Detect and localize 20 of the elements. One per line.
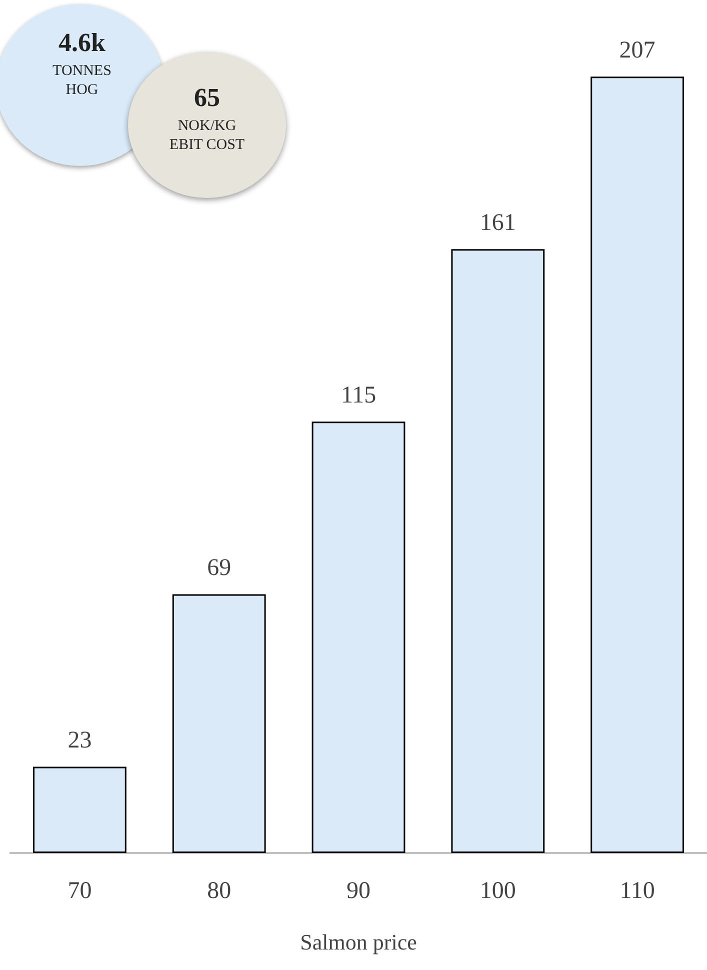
annotation: NOK/KG EBIT COST xyxy=(169,117,245,155)
data-label: 115 xyxy=(340,382,376,409)
data-label: 207 xyxy=(619,38,656,64)
x-tick-label: 100 xyxy=(480,878,516,904)
x-axis-title: Salmon price xyxy=(300,930,417,954)
x-tick-label: 70 xyxy=(68,878,92,904)
annotation: 65 xyxy=(194,83,220,113)
data-label: 69 xyxy=(207,555,232,582)
text: 4.6k xyxy=(58,28,106,58)
annotation: TONNES HOG xyxy=(52,62,112,100)
x-tick-label: 80 xyxy=(207,878,232,904)
data-label: 161 xyxy=(480,210,516,236)
bar xyxy=(172,594,266,853)
bar xyxy=(451,249,545,853)
bar xyxy=(312,422,406,853)
x-tick-label: 110 xyxy=(620,878,655,904)
bar xyxy=(590,76,684,853)
data-label: 23 xyxy=(68,728,92,754)
x-tick-label: 90 xyxy=(346,878,370,904)
bar xyxy=(33,766,126,853)
